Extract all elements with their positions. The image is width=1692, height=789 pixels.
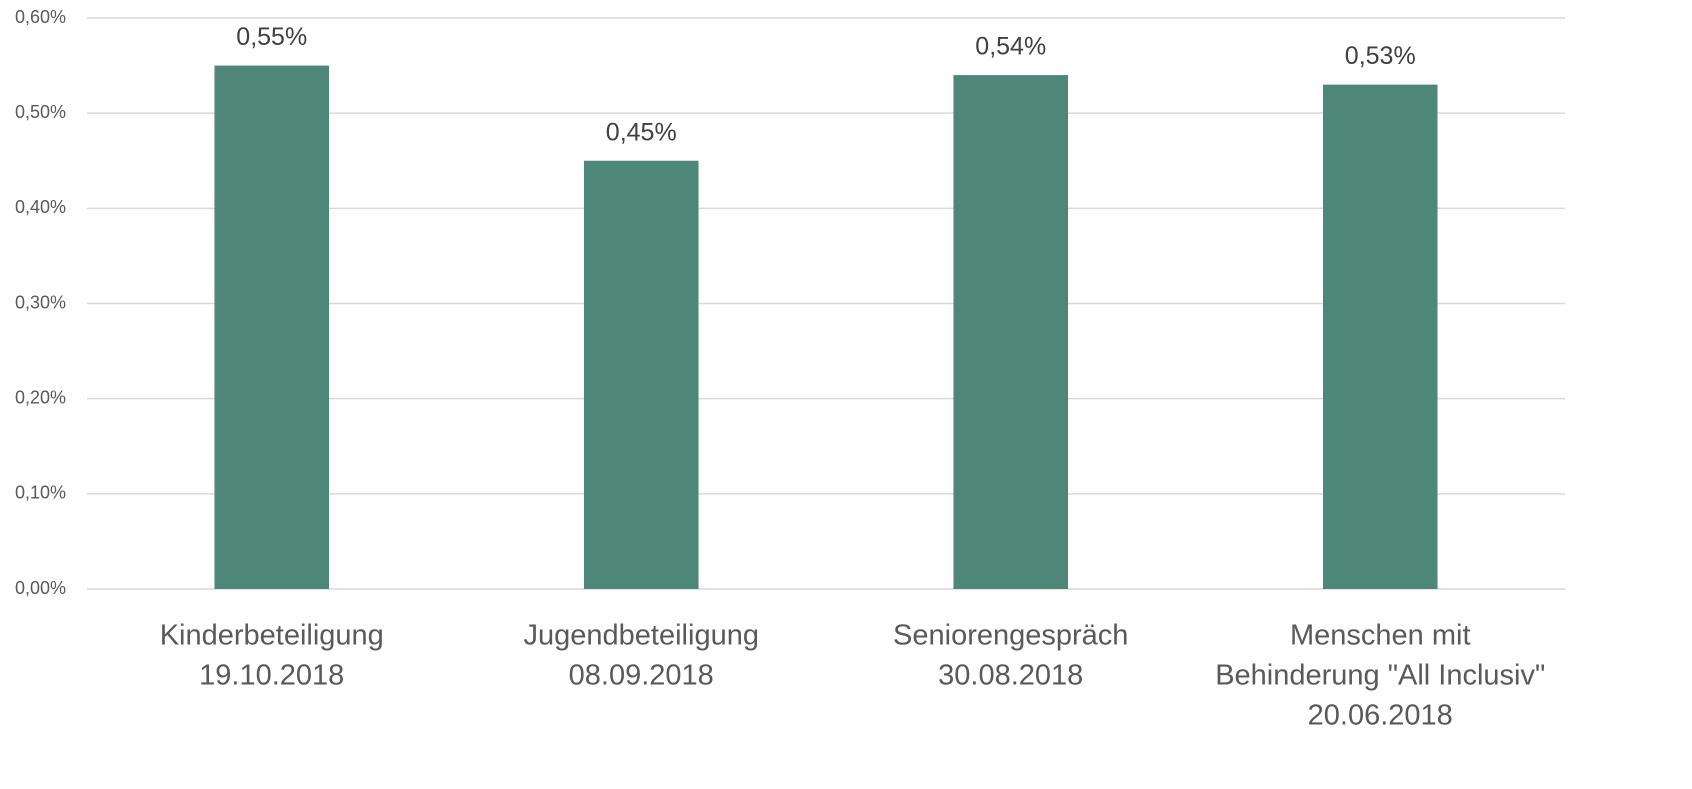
bar (214, 65, 330, 590)
x-tick-label: Seniorengespräch (893, 620, 1128, 652)
x-tick-label: 08.09.2018 (569, 660, 714, 692)
x-tick-label: Jugendbeteiligung (524, 620, 759, 652)
y-tick-label: 0,10% (15, 483, 66, 503)
bar (583, 160, 699, 589)
bar (1322, 84, 1438, 589)
data-label: 0,55% (236, 23, 307, 51)
bar (953, 75, 1069, 590)
x-tick-label: 30.08.2018 (938, 660, 1083, 692)
data-label: 0,53% (1345, 42, 1416, 70)
x-tick-label: 20.06.2018 (1308, 700, 1453, 732)
x-tick-label: 19.10.2018 (199, 660, 344, 692)
y-tick-label: 0,30% (15, 292, 66, 312)
y-tick-label: 0,50% (15, 102, 66, 122)
y-tick-label: 0,60% (15, 7, 66, 27)
data-label: 0,45% (606, 118, 677, 146)
y-tick-label: 0,20% (15, 387, 66, 407)
x-tick-label: Kinderbeteiligung (160, 620, 384, 652)
y-tick-label: 0,00% (15, 578, 66, 598)
y-tick-label: 0,40% (15, 197, 66, 217)
data-label: 0,54% (975, 33, 1046, 61)
x-tick-label: Menschen mit (1290, 620, 1471, 652)
x-tick-label: Behinderung "All Inclusiv" (1215, 660, 1545, 692)
